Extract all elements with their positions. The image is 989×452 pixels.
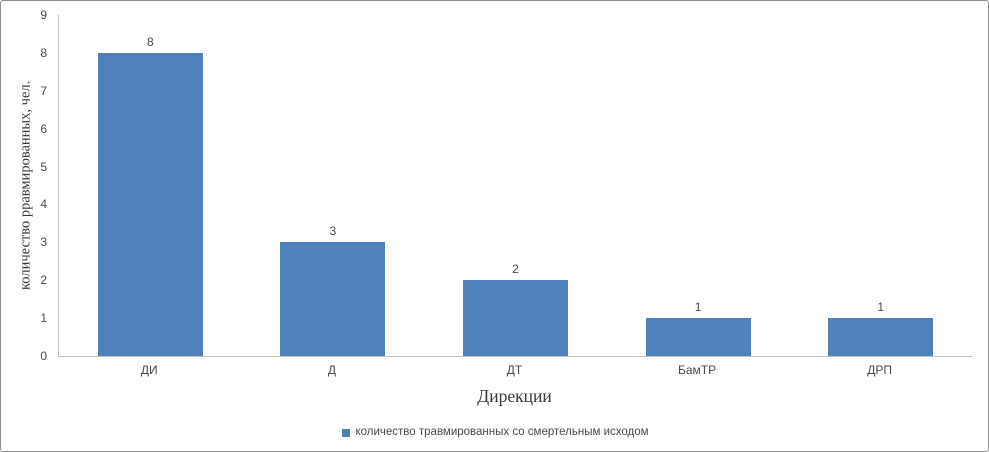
y-tick-label: 7	[40, 83, 47, 98]
bar: 8	[97, 36, 203, 356]
bar: 2	[462, 263, 568, 356]
y-tick-label: 8	[40, 45, 47, 60]
y-tick-label: 2	[40, 273, 47, 288]
x-category-label: Д	[327, 363, 336, 377]
y-tick-label: 3	[40, 235, 47, 250]
plot-area: 8 3 2 1 1	[58, 15, 972, 357]
bar-slot: 1	[607, 15, 790, 356]
bar-slot: 8	[59, 15, 242, 356]
y-tick-label: 9	[40, 8, 47, 22]
y-axis-tick-labels: 0 1 2 3 4 5 6 7 8 9	[1, 9, 47, 362]
bar: 3	[280, 225, 386, 356]
bars-layer: 8 3 2 1 1	[59, 15, 972, 356]
bar: 1	[645, 301, 751, 356]
bar-slot: 3	[242, 15, 425, 356]
bar-data-label: 1	[694, 300, 702, 315]
x-category-label: БамТР	[678, 363, 717, 377]
y-tick-label: 0	[40, 349, 47, 363]
bar-data-label: 1	[877, 300, 884, 315]
y-tick-label: 6	[40, 121, 47, 136]
x-axis-title: Дирекции	[477, 386, 552, 406]
legend-marker-square-icon	[342, 428, 351, 437]
bar-data-label: 2	[512, 262, 519, 277]
bar-slot: 1	[789, 15, 972, 356]
x-category-label: ДРП	[867, 363, 893, 377]
bar: 1	[828, 301, 934, 356]
bar-slot: 2	[424, 15, 607, 356]
x-category-label: ДТ	[506, 363, 523, 377]
legend: количество травмированных со смертельным…	[1, 426, 988, 439]
x-category-label: ДИ	[140, 363, 158, 377]
bar-data-label: 3	[329, 224, 337, 239]
y-tick-label: 4	[40, 197, 47, 212]
y-tick-label: 5	[40, 159, 47, 174]
legend-label: количество травмированных со смертельным…	[355, 426, 649, 438]
x-axis-category-labels: ДИ Д ДТ БамТР ДРП	[58, 364, 971, 376]
bar-data-label: 8	[146, 34, 154, 49]
y-tick-label: 1	[40, 311, 47, 326]
